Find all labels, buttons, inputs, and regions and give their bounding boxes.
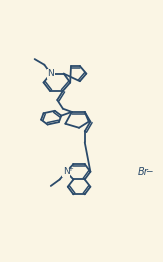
- Text: N: N: [63, 167, 70, 176]
- Text: N: N: [47, 69, 54, 78]
- Text: +: +: [68, 166, 74, 172]
- Text: Br: Br: [137, 167, 148, 177]
- Text: −: −: [145, 166, 153, 175]
